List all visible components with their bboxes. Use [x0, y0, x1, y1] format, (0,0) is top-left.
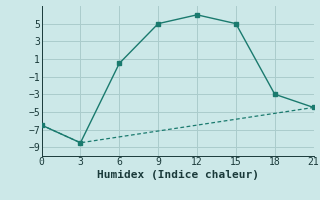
- X-axis label: Humidex (Indice chaleur): Humidex (Indice chaleur): [97, 170, 259, 180]
